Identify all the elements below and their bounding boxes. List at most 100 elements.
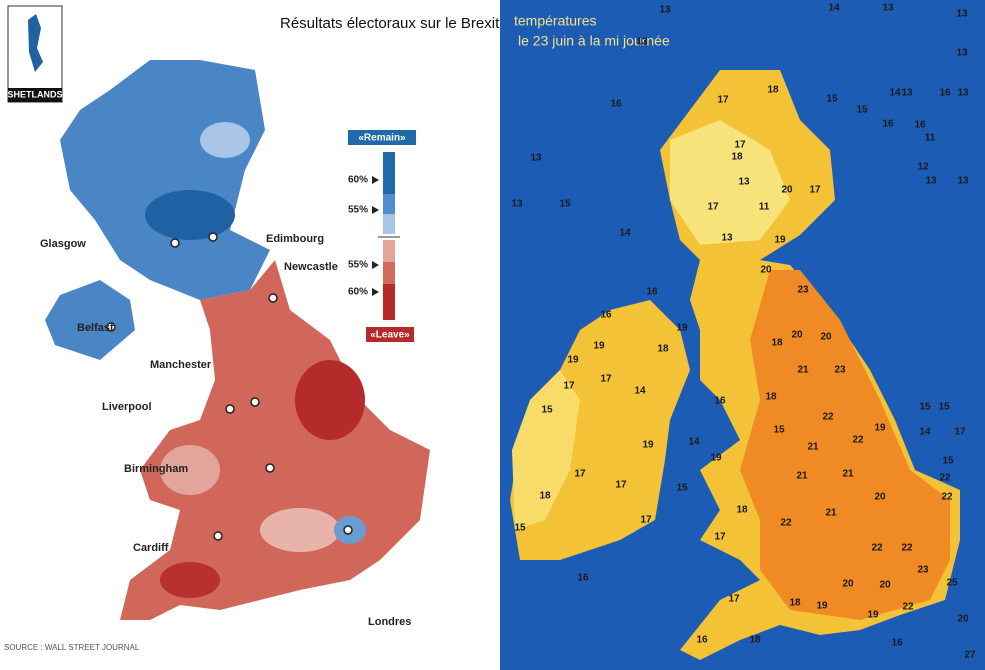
remain-label: «Remain» xyxy=(358,133,406,144)
temperature: 25 xyxy=(946,578,958,589)
temperature-map xyxy=(510,70,960,660)
temperature: 16 xyxy=(714,396,726,407)
temperature: 13 xyxy=(511,199,523,210)
city-dot xyxy=(213,531,223,541)
temperature: 13 xyxy=(659,5,671,16)
swatch xyxy=(383,262,395,284)
temperature: 13 xyxy=(957,88,969,99)
city-dot xyxy=(268,293,278,303)
legend-arrow xyxy=(372,261,379,269)
temperature: 18 xyxy=(765,392,777,403)
region xyxy=(145,190,235,240)
temperature: 15 xyxy=(856,105,868,116)
temperature: 19 xyxy=(874,423,886,434)
temperature: 15 xyxy=(541,405,553,416)
temperature: 18 xyxy=(539,491,551,502)
temperature: 13 xyxy=(956,48,968,59)
swatch xyxy=(383,214,395,234)
temperature: 14 xyxy=(634,386,646,397)
temperature: 16 xyxy=(646,287,658,298)
city-label: Edimbourg xyxy=(266,233,324,245)
ireland-west xyxy=(512,370,580,530)
temperature: 14 xyxy=(919,427,931,438)
right-subtitle: le 23 juin à la mi journée xyxy=(518,33,670,49)
swatch xyxy=(383,152,395,194)
city-label: Cardiff xyxy=(133,542,169,554)
temperature: 13 xyxy=(636,37,648,48)
temperature: 19 xyxy=(710,453,722,464)
temperature: 13 xyxy=(738,177,750,188)
legend-arrow xyxy=(372,176,379,184)
city-dot xyxy=(170,238,180,248)
temperature: 18 xyxy=(749,635,761,646)
temperature: 22 xyxy=(941,492,953,503)
temperature: 18 xyxy=(789,598,801,609)
temperature: 21 xyxy=(842,469,854,480)
legend-arrow xyxy=(372,206,379,214)
temperature: 11 xyxy=(925,133,936,144)
temperature: 15 xyxy=(514,523,526,534)
temperature: 18 xyxy=(731,152,743,163)
swatch xyxy=(383,194,395,214)
temperature: 18 xyxy=(736,505,748,516)
temperature: 15 xyxy=(773,425,785,436)
temperature: 19 xyxy=(676,323,688,334)
temperature: 16 xyxy=(939,88,951,99)
temperature: 17 xyxy=(809,185,821,196)
temperature: 13 xyxy=(882,3,894,14)
region xyxy=(295,360,365,440)
temperature: 18 xyxy=(767,85,779,96)
temperature: 16 xyxy=(891,638,903,649)
temperature: 19 xyxy=(867,610,879,621)
shetlands-shape xyxy=(28,14,43,72)
temperature: 15 xyxy=(919,402,931,413)
temperature: 15 xyxy=(942,456,954,467)
city-label: Newcastle xyxy=(284,261,338,273)
temperature: 13 xyxy=(925,176,937,187)
source: SOURCE : WALL STREET JOURNAL xyxy=(4,643,140,652)
temperature: 22 xyxy=(901,543,913,554)
swatch xyxy=(383,240,395,262)
northern-ireland xyxy=(45,280,135,360)
temperature: 20 xyxy=(842,579,854,590)
city-dot xyxy=(208,232,218,242)
temperature: 22 xyxy=(852,435,864,446)
temperature: 13 xyxy=(957,176,969,187)
temperature: 14 xyxy=(688,437,700,448)
temperature: 22 xyxy=(822,412,834,423)
temperature: 19 xyxy=(816,601,828,612)
shetlands-label: SHETLANDS xyxy=(7,89,62,99)
region xyxy=(260,508,340,552)
city-dot xyxy=(265,463,275,473)
city-dot xyxy=(250,397,260,407)
temperature: 21 xyxy=(807,442,819,453)
city-dot xyxy=(225,404,235,414)
temperature: 17 xyxy=(728,594,740,605)
temperature: 22 xyxy=(902,602,914,613)
temperature: 18 xyxy=(657,344,669,355)
temperature: 16 xyxy=(577,573,589,584)
city-label: Liverpool xyxy=(102,401,152,413)
temperature: 22 xyxy=(780,518,792,529)
temperature: 27 xyxy=(964,650,976,661)
temperature: 17 xyxy=(574,469,586,480)
leave-label: «Leave» xyxy=(370,330,410,341)
temperature: 20 xyxy=(791,330,803,341)
temperature: 17 xyxy=(707,202,719,213)
legend-arrow xyxy=(372,288,379,296)
temperature: 16 xyxy=(696,635,708,646)
region xyxy=(160,562,220,598)
scotland xyxy=(60,60,270,300)
left-title: Résultats électoraux sur le Brexit xyxy=(280,15,500,32)
temperature: 20 xyxy=(820,332,832,343)
legend-tick: 55% xyxy=(348,205,368,216)
temperature: 13 xyxy=(901,88,913,99)
legend-tick: 60% xyxy=(348,287,368,298)
temperature: 21 xyxy=(797,365,809,376)
scotland-highlands xyxy=(670,120,790,245)
swatch xyxy=(383,284,395,320)
city-dot xyxy=(106,322,116,332)
temperature: 17 xyxy=(954,427,966,438)
temperature: 17 xyxy=(563,381,575,392)
